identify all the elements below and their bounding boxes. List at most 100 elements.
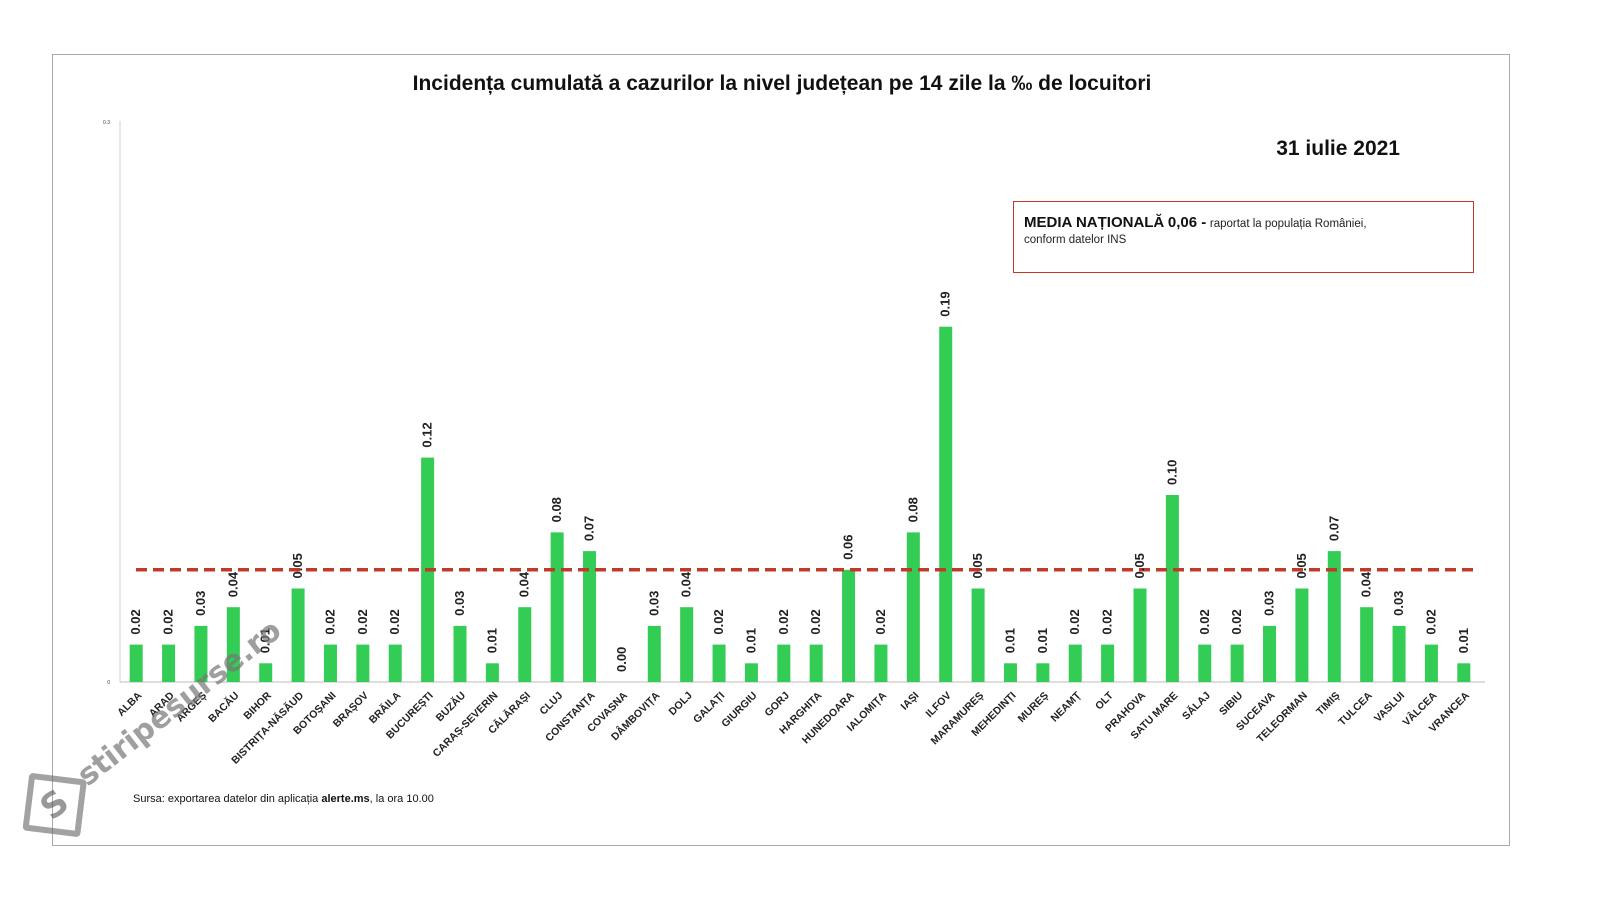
value-label-1: 0.02 [161, 609, 176, 634]
bar-20 [777, 644, 791, 682]
bars-group [129, 326, 1471, 682]
value-label-3: 0.04 [225, 571, 240, 597]
national-average-box: MEDIA NAȚIONALĂ 0,06 - raportat la popul… [1013, 201, 1474, 273]
category-label-17: DOLJ [666, 690, 694, 718]
value-label-18: 0.02 [711, 609, 726, 634]
value-label-12: 0.04 [517, 571, 532, 597]
value-label-36: 0.05 [1294, 553, 1309, 578]
bar-35 [1263, 625, 1277, 682]
category-label-19: GIURGIU [719, 690, 759, 730]
value-label-27: 0.01 [1002, 628, 1017, 653]
value-label-2: 0.03 [193, 591, 208, 616]
value-label-10: 0.03 [452, 591, 467, 616]
value-label-34: 0.02 [1229, 609, 1244, 634]
bar-6 [323, 644, 337, 682]
national-average-text-1: raportat la populația României, [1209, 218, 1367, 230]
y-tick-zero: 0 [107, 680, 110, 686]
bar-19 [744, 663, 758, 682]
value-label-37: 0.07 [1326, 516, 1341, 541]
value-label-33: 0.02 [1197, 609, 1212, 634]
bar-17 [680, 607, 694, 682]
bar-11 [485, 663, 499, 682]
category-label-24: IAȘI [899, 690, 922, 713]
watermark-logo-letter: S [32, 781, 77, 829]
bar-25 [939, 326, 953, 682]
value-label-14: 0.07 [582, 516, 597, 541]
bar-26 [971, 588, 985, 682]
bar-12 [518, 607, 532, 682]
national-average-value: 0,06 - [1167, 214, 1207, 231]
bar-4 [259, 663, 273, 682]
value-label-26: 0.05 [970, 553, 985, 578]
value-label-9: 0.12 [420, 422, 435, 447]
value-label-4: 0.01 [258, 628, 273, 653]
value-label-31: 0.05 [1132, 553, 1147, 578]
value-label-32: 0.10 [1164, 460, 1179, 485]
source-note-suffix: , la ora 10.00 [369, 793, 434, 805]
bar-36 [1295, 588, 1309, 682]
bar-5 [291, 588, 305, 682]
bar-39 [1392, 625, 1406, 682]
value-label-29: 0.02 [1067, 609, 1082, 634]
category-label-34: SIBIU [1217, 690, 1245, 718]
value-label-20: 0.02 [776, 609, 791, 634]
bar-18 [712, 644, 726, 682]
category-label-38: TULCEA [1336, 689, 1375, 728]
bar-37 [1327, 551, 1341, 682]
category-label-37: TIMIȘ [1314, 690, 1342, 718]
bar-31 [1133, 588, 1147, 682]
value-label-16: 0.03 [646, 591, 661, 616]
value-label-41: 0.01 [1456, 628, 1471, 653]
value-label-13: 0.08 [549, 497, 564, 522]
category-label-20: GORJ [762, 690, 792, 720]
bar-21 [809, 644, 823, 682]
value-label-8: 0.02 [387, 609, 402, 634]
national-average-text-2: conform datelor INS [1024, 234, 1127, 246]
category-label-28: MUREȘ [1016, 690, 1051, 725]
source-note: Sursa: exportarea datelor din aplicația … [133, 793, 434, 805]
value-label-40: 0.02 [1423, 609, 1438, 634]
bar-34 [1230, 644, 1244, 682]
value-label-19: 0.01 [743, 628, 758, 653]
bar-41 [1457, 663, 1471, 682]
bar-7 [356, 644, 370, 682]
bar-16 [647, 625, 661, 682]
watermark-logo-icon: S [22, 772, 88, 838]
value-label-38: 0.04 [1359, 571, 1374, 597]
national-average-label: MEDIA NAȚIONALĂ [1024, 214, 1165, 231]
bar-32 [1165, 495, 1179, 682]
bar-22 [842, 569, 856, 682]
bar-30 [1101, 644, 1115, 682]
bar-3 [226, 607, 240, 682]
bar-24 [906, 532, 920, 682]
value-label-35: 0.03 [1262, 591, 1277, 616]
bar-10 [453, 625, 467, 682]
value-label-39: 0.03 [1391, 591, 1406, 616]
source-note-app: alerte.ms [321, 793, 370, 805]
category-label-13: CLUJ [537, 690, 565, 718]
bar-38 [1360, 607, 1374, 682]
bar-27 [1003, 663, 1017, 682]
value-label-15: 0.00 [614, 647, 629, 672]
value-label-30: 0.02 [1100, 609, 1115, 634]
value-label-5: 0.05 [290, 553, 305, 578]
value-label-17: 0.04 [679, 571, 694, 597]
value-label-6: 0.02 [322, 609, 337, 634]
bar-28 [1036, 663, 1050, 682]
bar-33 [1198, 644, 1212, 682]
category-label-25: ILFOV [923, 690, 953, 720]
category-label-33: SĂLAJ [1179, 689, 1213, 723]
y-tick-max: 0.3 [103, 120, 110, 126]
value-label-28: 0.01 [1035, 628, 1050, 653]
value-label-21: 0.02 [808, 609, 823, 634]
chart-frame [52, 54, 1510, 846]
bar-40 [1424, 644, 1438, 682]
value-label-24: 0.08 [905, 497, 920, 522]
category-label-7: BRAȘOV [331, 690, 371, 730]
bar-23 [874, 644, 888, 682]
bar-8 [388, 644, 402, 682]
source-note-prefix: Sursa: exportarea datelor din aplicația [133, 793, 319, 805]
chart-title: Incidența cumulată a cazurilor la nivel … [413, 72, 1152, 95]
